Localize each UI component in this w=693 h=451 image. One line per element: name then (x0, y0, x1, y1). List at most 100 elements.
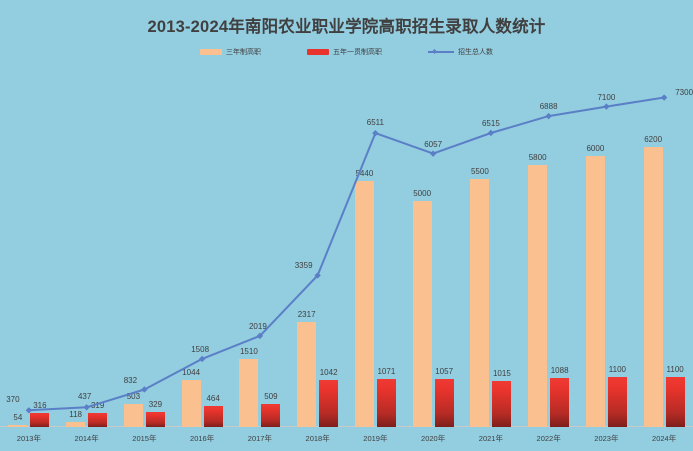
bar-value-label: 1088 (550, 365, 569, 375)
category-group: 54 316 2013年 118 319 2014年 503 329 2015年 1044 464 2… (0, 62, 693, 443)
bar-three-year[interactable]: 118 (66, 410, 86, 427)
bar-three-year[interactable]: 1044 (181, 368, 201, 427)
x-axis-tick-label: 2014年 (74, 434, 99, 443)
bar-value-label: 1044 (182, 367, 201, 377)
bar-five-year[interactable]: 319 (88, 401, 108, 427)
chart-title: 2013-2024年南阳农业职业学院高职招生录取人数统计 (147, 18, 546, 36)
bar-three-year[interactable]: 5800 (528, 153, 548, 427)
bar-group: 6000 1100 (578, 62, 636, 427)
bar-value-label: 1100 (666, 365, 684, 375)
bar-group: 1044 464 (173, 62, 231, 427)
chart-legend: 三年制高职 五年一贯制高职 招生总人数 (0, 47, 693, 57)
bar-group: 5500 1015 (462, 62, 520, 427)
chart-category: 5800 1088 2022年 (520, 62, 578, 443)
bar-value-label: 316 (33, 400, 47, 410)
bar-three-year[interactable]: 6000 (585, 144, 605, 427)
bar-three-year[interactable]: 5000 (412, 189, 432, 427)
chart-category: 503 329 2015年 (116, 62, 174, 443)
bar-group: 503 329 (116, 62, 174, 427)
bar-three-year[interactable]: 503 (123, 392, 143, 427)
x-axis-tick-label: 2021年 (478, 434, 503, 443)
bar-group: 6200 1100 (635, 62, 693, 427)
line-point-value-label: 832 (123, 376, 138, 386)
bar-group: 5000 1057 (404, 62, 462, 427)
bar-value-label: 5800 (528, 153, 547, 163)
bar-value-label: 319 (90, 400, 105, 410)
plot-area: 54 316 2013年 118 319 2014年 503 329 2015年 1044 464 2… (0, 62, 693, 443)
legend-item-five-year[interactable]: 五年一贯制高职 (307, 47, 382, 57)
bar-value-label: 5500 (470, 166, 489, 176)
bar-value-label: 464 (206, 394, 220, 404)
bar-five-year[interactable]: 1071 (376, 367, 396, 427)
x-axis-tick-label: 2022年 (536, 434, 561, 443)
bar-five-year[interactable]: 509 (261, 392, 281, 427)
bar-three-year[interactable]: 6200 (643, 135, 663, 427)
legend-label-five-year: 五年一贯制高职 (333, 49, 382, 56)
legend-label-total: 招生总人数 (458, 49, 493, 56)
chart-category: 1510 509 2017年 (231, 62, 289, 443)
legend-swatch-icon-three-year (200, 49, 222, 55)
x-axis-tick-label: 2024年 (652, 434, 677, 443)
bar-five-year[interactable]: 1100 (607, 365, 627, 427)
chart-category: 1044 464 2016年 (173, 62, 231, 443)
bar-group: 5800 1088 (520, 62, 578, 427)
bar-value-label: 1015 (492, 369, 511, 379)
x-axis-tick-label: 2017年 (247, 434, 272, 443)
bar-five-year[interactable]: 316 (30, 401, 50, 427)
line-point-value-label: 437 (77, 392, 92, 402)
bar-value-label: 118 (69, 409, 83, 419)
bar-value-label: 1510 (239, 346, 258, 356)
line-point-value-label: 7100 (597, 92, 616, 102)
line-point-value-label: 7300 (675, 87, 693, 97)
bar-value-label: 54 (13, 412, 23, 422)
bar-value-label: 329 (148, 400, 163, 410)
bar-value-label: 5440 (355, 169, 374, 179)
bar-three-year[interactable]: 5440 (354, 169, 374, 427)
bar-value-label: 503 (126, 392, 141, 402)
legend-line-marker-icon-total (428, 48, 454, 56)
legend-item-total[interactable]: 招生总人数 (428, 47, 493, 57)
chart-category: 5440 1071 2019年 (347, 62, 405, 443)
bar-five-year[interactable]: 1057 (434, 367, 454, 427)
bar-group: 1510 509 (231, 62, 289, 427)
bar-five-year[interactable]: 1088 (550, 366, 570, 427)
chart-category: 6200 1100 2024年 (635, 62, 693, 443)
bar-five-year[interactable]: 1100 (665, 365, 685, 427)
chart-category: 2317 1042 2018年 (289, 62, 347, 443)
line-point-value-label: 6888 (539, 102, 558, 112)
chart-category: 6000 1100 2023年 (578, 62, 636, 443)
legend-swatch-icon-five-year (307, 49, 329, 55)
x-axis-line (0, 426, 693, 427)
bar-three-year[interactable]: 5500 (470, 167, 490, 427)
bar-three-year[interactable]: 1510 (239, 347, 259, 427)
bar-value-label: 6200 (644, 135, 663, 145)
line-point-value-label: 6515 (481, 118, 500, 128)
bar-value-label: 2317 (297, 310, 316, 320)
bar-value-label: 6000 (586, 144, 605, 154)
bar-value-label: 5000 (413, 189, 432, 199)
bar-value-label: 1100 (608, 365, 626, 375)
chart-category: 118 319 2014年 (58, 62, 116, 443)
x-axis-tick-label: 2023年 (594, 434, 619, 443)
bar-value-label: 1042 (319, 367, 338, 377)
bar-group: 5440 1071 (347, 62, 405, 427)
bar-five-year[interactable]: 1042 (319, 368, 339, 427)
bar-group: 2317 1042 (289, 62, 347, 427)
chart-category: 54 316 2013年 (0, 62, 58, 443)
line-point-value-label: 6511 (366, 118, 384, 128)
bar-five-year[interactable]: 1015 (492, 369, 512, 427)
x-axis-tick-label: 2015年 (132, 434, 157, 443)
line-point-value-label: 2019 (248, 321, 267, 331)
bar-five-year[interactable]: 329 (145, 400, 165, 427)
bar-three-year[interactable]: 2317 (297, 310, 317, 427)
x-axis-tick-label: 2020年 (421, 434, 446, 443)
bar-three-year[interactable]: 54 (8, 413, 28, 427)
bar-five-year[interactable]: 464 (203, 394, 223, 427)
line-point-value-label: 6057 (424, 139, 443, 149)
x-axis-tick-label: 2013年 (16, 434, 41, 443)
legend-item-three-year[interactable]: 三年制高职 (200, 47, 261, 57)
x-axis-tick-label: 2019年 (363, 434, 388, 443)
bar-group: 118 319 (58, 62, 116, 427)
bar-value-label: 1071 (377, 366, 396, 376)
